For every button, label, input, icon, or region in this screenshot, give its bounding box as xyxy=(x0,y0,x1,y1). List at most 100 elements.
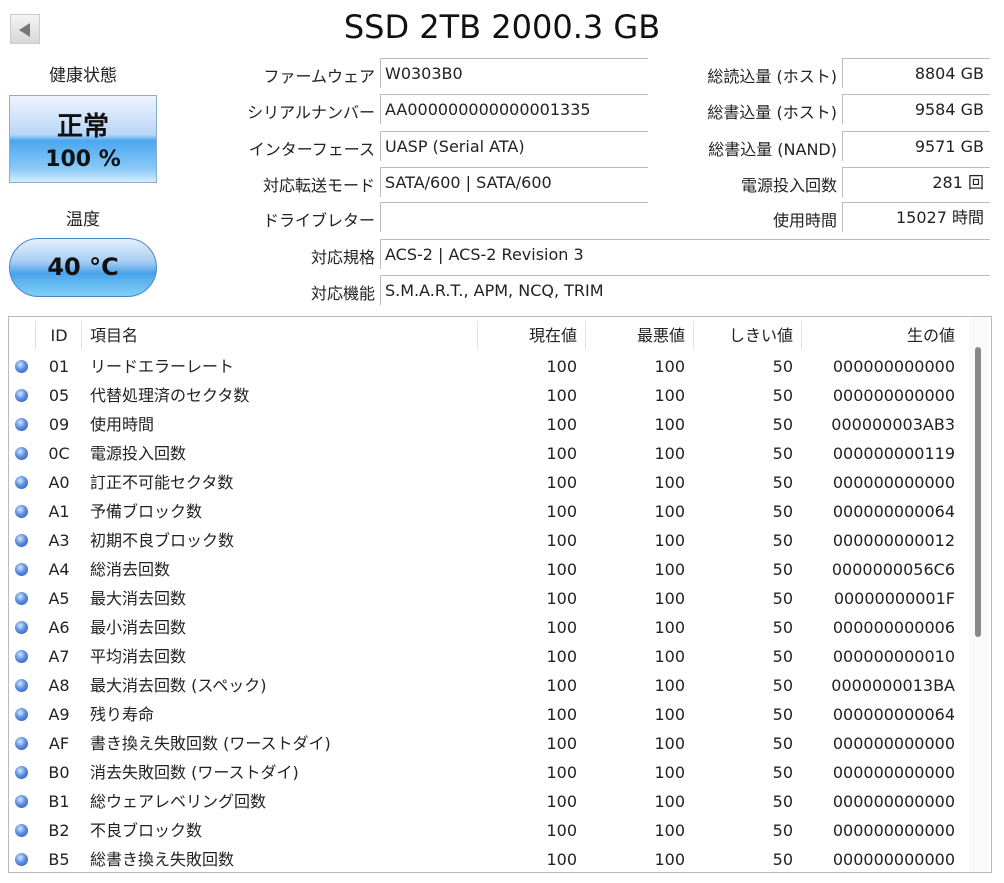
status-dot-icon xyxy=(15,418,28,431)
table-row[interactable]: AF 書き換え失敗回数 (ワーストダイ) 100 100 50 00000000… xyxy=(9,729,969,758)
attr-id: B2 xyxy=(48,821,70,840)
table-row[interactable]: A7 平均消去回数 100 100 50 000000000010 xyxy=(9,642,969,671)
header-threshold[interactable]: しきい値 xyxy=(728,326,793,345)
attr-current: 100 xyxy=(546,734,577,753)
table-row[interactable]: A8 最大消去回数 (スペック) 100 100 50 0000000013BA xyxy=(9,671,969,700)
info-field[interactable]: 15027 時間 xyxy=(842,202,990,232)
attr-raw: 000000000006 xyxy=(832,618,955,637)
attr-threshold: 50 xyxy=(772,444,793,463)
attr-current: 100 xyxy=(546,357,577,376)
table-row[interactable]: A9 残り寿命 100 100 50 000000000064 xyxy=(9,700,969,729)
attr-raw: 000000000000 xyxy=(832,357,955,376)
info-label: 総書込量 (NAND) xyxy=(708,140,837,159)
table-row[interactable]: A0 訂正不可能セクタ数 100 100 50 000000000000 xyxy=(9,468,969,497)
status-dot-icon xyxy=(15,650,28,663)
attr-current: 100 xyxy=(546,589,577,608)
attr-threshold: 50 xyxy=(772,502,793,521)
info-field[interactable]: 8804 GB xyxy=(842,58,990,88)
table-row[interactable]: A1 予備ブロック数 100 100 50 000000000064 xyxy=(9,497,969,526)
status-dot-icon xyxy=(15,708,28,721)
attr-current: 100 xyxy=(546,676,577,695)
health-label: 健康状態 xyxy=(49,66,117,86)
info-field[interactable]: SATA/600 | SATA/600 xyxy=(380,167,648,197)
table-row[interactable]: A4 総消去回数 100 100 50 0000000056C6 xyxy=(9,555,969,584)
info-field[interactable]: 9584 GB xyxy=(842,94,990,124)
attr-worst: 100 xyxy=(654,705,685,724)
previous-disk-button[interactable] xyxy=(10,14,40,44)
attr-id: 0C xyxy=(48,444,70,463)
info-label: ドライブレター xyxy=(262,211,375,230)
table-row[interactable]: 05 代替処理済のセクタ数 100 100 50 000000000000 xyxy=(9,381,969,410)
info-field[interactable]: ACS-2 | ACS-2 Revision 3 xyxy=(380,239,990,269)
attr-id: 01 xyxy=(48,357,70,376)
header-worst[interactable]: 最悪値 xyxy=(636,326,685,345)
info-field[interactable]: S.M.A.R.T., APM, NCQ, TRIM xyxy=(380,275,990,305)
attr-worst: 100 xyxy=(654,850,685,869)
attr-current: 100 xyxy=(546,473,577,492)
attr-threshold: 50 xyxy=(772,473,793,492)
status-dot-icon xyxy=(15,534,28,547)
info-field[interactable]: 9571 GB xyxy=(842,131,990,161)
attr-name: 残り寿命 xyxy=(90,705,155,724)
attr-raw: 000000000064 xyxy=(832,705,955,724)
header-name[interactable]: 項目名 xyxy=(90,326,139,345)
info-field[interactable]: W0303B0 xyxy=(380,58,648,88)
attr-raw: 0000000056C6 xyxy=(831,560,955,579)
info-field[interactable]: AA000000000000001335 xyxy=(380,94,648,124)
attr-worst: 100 xyxy=(654,676,685,695)
attr-current: 100 xyxy=(546,705,577,724)
table-row[interactable]: 09 使用時間 100 100 50 000000003AB3 xyxy=(9,410,969,439)
attr-current: 100 xyxy=(546,386,577,405)
attr-current: 100 xyxy=(546,415,577,434)
scrollbar-thumb[interactable] xyxy=(975,347,981,637)
attr-current: 100 xyxy=(546,763,577,782)
attr-worst: 100 xyxy=(654,444,685,463)
attr-current: 100 xyxy=(546,792,577,811)
attr-worst: 100 xyxy=(654,792,685,811)
header-id[interactable]: ID xyxy=(50,326,68,345)
attr-name: 最小消去回数 xyxy=(90,618,187,637)
attr-raw: 00000000001F xyxy=(833,589,955,608)
disk-title: SSD 2TB 2000.3 GB xyxy=(343,8,661,46)
table-row[interactable]: B1 総ウェアレベリング回数 100 100 50 000000000000 xyxy=(9,787,969,816)
table-row[interactable]: 01 リードエラーレート 100 100 50 000000000000 xyxy=(9,352,969,381)
attr-threshold: 50 xyxy=(772,618,793,637)
status-dot-icon xyxy=(15,737,28,750)
health-status-button[interactable]: 正常 100 % xyxy=(9,95,157,183)
table-row[interactable]: B0 消去失敗回数 (ワーストダイ) 100 100 50 0000000000… xyxy=(9,758,969,787)
info-field[interactable]: UASP (Serial ATA) xyxy=(380,131,648,161)
info-label: 使用時間 xyxy=(772,211,837,230)
attr-name: 予備ブロック数 xyxy=(90,502,203,521)
table-row[interactable]: A5 最大消去回数 100 100 50 00000000001F xyxy=(9,584,969,613)
attr-threshold: 50 xyxy=(772,821,793,840)
info-field[interactable]: 281 回 xyxy=(842,167,990,197)
header-raw[interactable]: 生の値 xyxy=(906,326,955,345)
attr-id: AF xyxy=(48,734,70,753)
info-label: 総書込量 (ホスト) xyxy=(707,103,837,122)
temperature-button[interactable]: 40 °C xyxy=(9,238,157,297)
attr-worst: 100 xyxy=(654,589,685,608)
table-row[interactable]: A3 初期不良ブロック数 100 100 50 000000000012 xyxy=(9,526,969,555)
table-row[interactable]: 0C 電源投入回数 100 100 50 000000000119 xyxy=(9,439,969,468)
attr-id: A1 xyxy=(48,502,70,521)
vertical-scrollbar[interactable] xyxy=(969,317,987,872)
attr-id: B1 xyxy=(48,792,70,811)
attr-id: A0 xyxy=(48,473,70,492)
health-percent: 100 % xyxy=(45,147,121,172)
arrow-left-icon xyxy=(19,23,30,37)
status-dot-icon xyxy=(15,476,28,489)
attr-threshold: 50 xyxy=(772,647,793,666)
attr-current: 100 xyxy=(546,618,577,637)
attr-id: A5 xyxy=(48,589,70,608)
table-row[interactable]: A6 最小消去回数 100 100 50 000000000006 xyxy=(9,613,969,642)
table-row[interactable]: B5 総書き換え失敗回数 100 100 50 000000000000 xyxy=(9,845,969,872)
header-current[interactable]: 現在値 xyxy=(528,326,577,345)
attr-threshold: 50 xyxy=(772,531,793,550)
attr-threshold: 50 xyxy=(772,357,793,376)
info-label: シリアルナンバー xyxy=(247,103,375,122)
table-row[interactable]: B2 不良ブロック数 100 100 50 000000000000 xyxy=(9,816,969,845)
attr-raw: 000000000000 xyxy=(832,734,955,753)
info-field[interactable] xyxy=(380,202,648,232)
attr-current: 100 xyxy=(546,821,577,840)
attr-current: 100 xyxy=(546,444,577,463)
